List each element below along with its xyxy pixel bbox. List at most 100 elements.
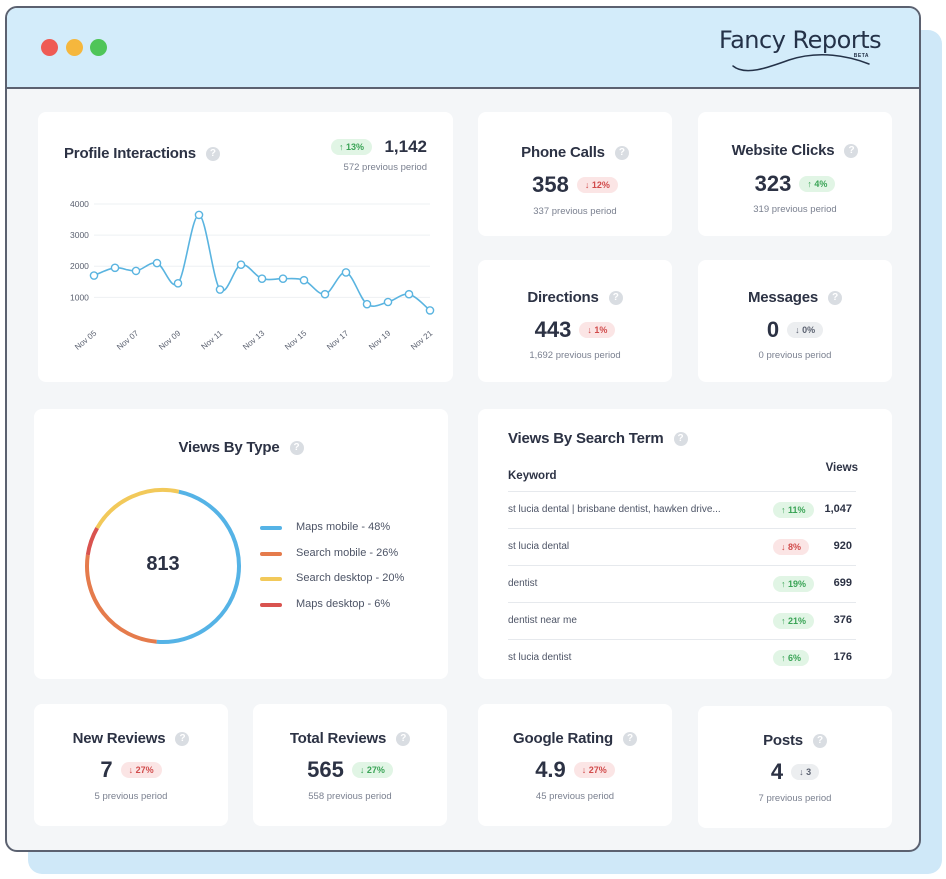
- keyword-column-header: Keyword: [508, 470, 557, 482]
- views-cell: 920: [833, 540, 852, 552]
- data-point[interactable]: [215, 285, 225, 294]
- title-bar: Fancy Reports BETA: [7, 8, 919, 89]
- donut-slice[interactable]: [85, 527, 99, 556]
- new-reviews-title: New Reviews: [72, 730, 166, 747]
- views-by-type-title: Views By Type?: [34, 439, 448, 457]
- directions-title: Directions: [527, 289, 599, 306]
- data-point[interactable]: [362, 299, 372, 309]
- help-icon[interactable]: ?: [289, 440, 304, 455]
- views-by-type-donut-chart: [85, 488, 241, 644]
- google-rating-value: 4.9: [535, 757, 566, 782]
- views-by-type-card: Views By Type? 813 Maps mobile - 48% Sea…: [34, 409, 448, 679]
- legend-swatch: [260, 526, 282, 530]
- data-point[interactable]: [173, 279, 183, 288]
- y-tick-label: 2000: [70, 261, 89, 271]
- keyword-cell: st lucia dental: [508, 541, 570, 552]
- brand-name: Fancy Reports: [719, 26, 882, 54]
- help-icon[interactable]: ?: [175, 732, 190, 747]
- profile-interactions-change-badge: ↑ 13%: [330, 139, 372, 155]
- data-point[interactable]: [320, 289, 330, 299]
- data-point[interactable]: [236, 260, 246, 269]
- posts-change-badge: ↓ 3: [791, 764, 820, 780]
- table-row: dentist ↑ 19% 699: [508, 565, 856, 602]
- data-point[interactable]: [152, 258, 162, 268]
- brand-logo: Fancy Reports BETA: [719, 22, 889, 78]
- data-point[interactable]: [89, 271, 99, 280]
- google-rating-card: Google Rating? 4.9 ↓ 27% 45 previous peri…: [478, 704, 672, 826]
- help-icon[interactable]: ?: [205, 146, 220, 161]
- data-point[interactable]: [131, 266, 141, 276]
- new-reviews-card: New Reviews? 7 ↓ 27% 5 previous period: [34, 704, 228, 826]
- minimize-window-button[interactable]: [66, 39, 83, 56]
- data-point[interactable]: [404, 289, 414, 299]
- data-point[interactable]: [299, 275, 309, 285]
- keyword-cell: st lucia dentist: [508, 652, 572, 663]
- profile-interactions-title: Profile Interactions?: [64, 145, 220, 163]
- x-tick-label: Nov 09: [157, 328, 183, 352]
- maximize-window-button[interactable]: [90, 39, 107, 56]
- keyword-cell: st lucia dental | brisbane dentist, hawk…: [508, 504, 721, 515]
- table-row: st lucia dental ↓ 8% 920: [508, 528, 856, 565]
- help-icon[interactable]: ?: [673, 431, 688, 446]
- change-badge: ↓ 8%: [773, 539, 810, 555]
- views-column-header: Views: [825, 462, 858, 474]
- views-by-type-total: 813: [146, 553, 180, 575]
- close-window-button[interactable]: [41, 39, 58, 56]
- help-icon[interactable]: ?: [828, 291, 843, 306]
- data-point[interactable]: [110, 263, 120, 273]
- total-reviews-value: 565: [307, 757, 344, 782]
- google-rating-title: Google Rating: [513, 730, 613, 747]
- legend-item-search-mobile: Search mobile - 26%: [260, 547, 398, 559]
- messages-previous: 0 previous period: [758, 350, 832, 361]
- help-icon[interactable]: ?: [614, 146, 629, 161]
- google-rating-change-badge: ↓ 27%: [573, 762, 615, 778]
- data-point[interactable]: [383, 297, 393, 307]
- donut-slice[interactable]: [95, 488, 180, 530]
- legend-item-maps-desktop: Maps desktop - 6%: [260, 598, 390, 610]
- change-badge: ↑ 6%: [773, 650, 810, 666]
- new-reviews-previous: 5 previous period: [94, 791, 168, 802]
- website-clicks-title: Website Clicks: [731, 142, 835, 159]
- website-clicks-previous: 319 previous period: [753, 204, 837, 215]
- beta-badge: BETA: [853, 53, 869, 59]
- messages-value: 0: [766, 317, 780, 342]
- data-point[interactable]: [194, 210, 204, 220]
- keyword-cell: dentist near me: [508, 615, 577, 626]
- donut-slice[interactable]: [85, 554, 157, 644]
- help-icon[interactable]: ?: [396, 732, 411, 747]
- change-badge: ↑ 11%: [773, 502, 814, 518]
- legend-swatch: [260, 603, 282, 607]
- table-row: st lucia dentist ↑ 6% 176: [508, 639, 856, 676]
- legend-item-search-desktop: Search desktop - 20%: [260, 572, 404, 584]
- directions-change-badge: ↓ 1%: [579, 322, 616, 338]
- posts-title: Posts: [763, 732, 803, 749]
- help-icon[interactable]: ?: [608, 291, 623, 306]
- messages-change-badge: ↓ 0%: [787, 322, 824, 338]
- table-row: dentist near me ↑ 21% 376: [508, 602, 856, 639]
- total-reviews-card: Total Reviews? 565 ↓ 27% 558 previous per…: [253, 704, 447, 826]
- legend-swatch: [260, 577, 282, 581]
- keyword-cell: dentist: [508, 578, 538, 589]
- data-point[interactable]: [341, 268, 351, 277]
- data-point[interactable]: [425, 306, 435, 315]
- y-tick-label: 1000: [70, 292, 89, 302]
- help-icon[interactable]: ?: [844, 144, 859, 159]
- donut-slice[interactable]: [156, 489, 241, 644]
- table-row: st lucia dental | brisbane dentist, hawk…: [508, 491, 856, 528]
- legend-item-maps-mobile: Maps mobile - 48%: [260, 521, 390, 533]
- series-line: [93, 214, 431, 312]
- x-tick-label: Nov 13: [241, 328, 267, 352]
- website-clicks-card: Website Clicks? 323 ↑ 4% 319 previous per…: [698, 112, 892, 236]
- phone-calls-value: 358: [532, 172, 569, 197]
- new-reviews-change-badge: ↓ 27%: [120, 762, 162, 778]
- help-icon[interactable]: ?: [622, 732, 637, 747]
- phone-calls-title: Phone Calls: [521, 144, 605, 161]
- help-icon[interactable]: ?: [812, 734, 827, 749]
- website-clicks-change-badge: ↑ 4%: [799, 176, 836, 192]
- views-cell: 376: [833, 614, 852, 626]
- x-tick-label: Nov 11: [200, 328, 225, 351]
- data-point[interactable]: [278, 274, 288, 283]
- profile-interactions-chart: 1000 2000 3000 4000 Nov 05 Nov 07 Nov 09 Nov 11…: [70, 199, 435, 352]
- data-point[interactable]: [257, 274, 267, 283]
- x-tick-label: Nov 17: [325, 328, 351, 352]
